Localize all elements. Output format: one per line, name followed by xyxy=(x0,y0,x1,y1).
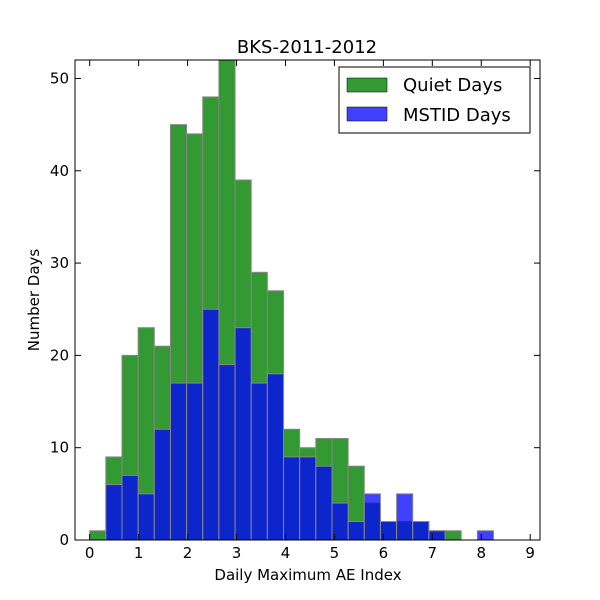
x-tick-label: 3 xyxy=(232,544,242,562)
x-tick-label: 7 xyxy=(428,544,438,562)
bar-quiet-days xyxy=(89,530,107,541)
plot-frame xyxy=(74,59,541,541)
bar-mstid-days xyxy=(137,493,155,541)
bar-mstid-days xyxy=(169,382,188,541)
y-tick-label: 40 xyxy=(50,162,69,180)
x-tick-label: 6 xyxy=(379,544,389,562)
bar-mstid-days xyxy=(153,428,171,541)
bar-mstid-days xyxy=(412,521,430,541)
chart-legend: Quiet Days MSTID Days xyxy=(338,66,531,134)
legend-swatch-mstid-days xyxy=(346,106,388,122)
bar-mstid-days xyxy=(105,484,123,541)
bar-mstid-days xyxy=(283,456,301,541)
bar-mstid-days xyxy=(202,308,220,541)
y-tick-label: 50 xyxy=(50,69,69,87)
y-tick-label: 20 xyxy=(50,346,69,364)
y-tick-label: 10 xyxy=(50,439,69,457)
legend-swatch-quiet-days xyxy=(346,77,388,93)
bar-mstid-days xyxy=(250,382,268,541)
bar-mstid-days xyxy=(299,456,317,541)
legend-label-quiet-days: Quiet Days xyxy=(403,75,502,96)
plot-area xyxy=(74,59,541,541)
x-tick-label: 2 xyxy=(183,544,193,562)
chart-title: BKS-2011-2012 xyxy=(237,37,377,58)
bar-mstid-days xyxy=(428,530,446,541)
bar-mstid-days xyxy=(234,327,252,541)
x-tick-label: 5 xyxy=(330,544,340,562)
x-tick-label: 1 xyxy=(134,544,144,562)
bar-mstid-days xyxy=(186,382,204,541)
mstid-days-bars xyxy=(105,308,495,541)
bar-mstid-days xyxy=(476,530,495,541)
x-tick-label: 4 xyxy=(281,544,291,562)
x-axis-label: Daily Maximum AE Index xyxy=(214,566,401,584)
legend-label-mstid-days: MSTID Days xyxy=(403,105,511,126)
bar-quiet-days xyxy=(444,530,462,541)
bar-mstid-days xyxy=(396,493,414,541)
bar-mstid-days xyxy=(363,493,381,541)
bar-mstid-days xyxy=(121,474,139,541)
axis-ticks xyxy=(75,60,540,541)
bar-mstid-days xyxy=(218,364,236,541)
x-tick-label: 8 xyxy=(476,544,486,562)
bar-mstid-days xyxy=(379,521,398,541)
y-axis-tick-labels: 0 10 20 30 40 50 xyxy=(50,69,69,549)
bar-mstid-days xyxy=(266,373,285,541)
bar-mstid-days xyxy=(315,465,333,541)
x-tick-label: 0 xyxy=(85,544,95,562)
y-tick-label: 30 xyxy=(50,254,69,272)
x-axis-tick-labels: 0 1 2 3 4 5 6 7 8 9 xyxy=(85,544,535,562)
bar-mstid-days xyxy=(347,521,365,541)
x-tick-label: 9 xyxy=(525,544,535,562)
y-tick-label: 0 xyxy=(59,531,69,549)
y-axis-label: Number Days xyxy=(25,249,43,352)
